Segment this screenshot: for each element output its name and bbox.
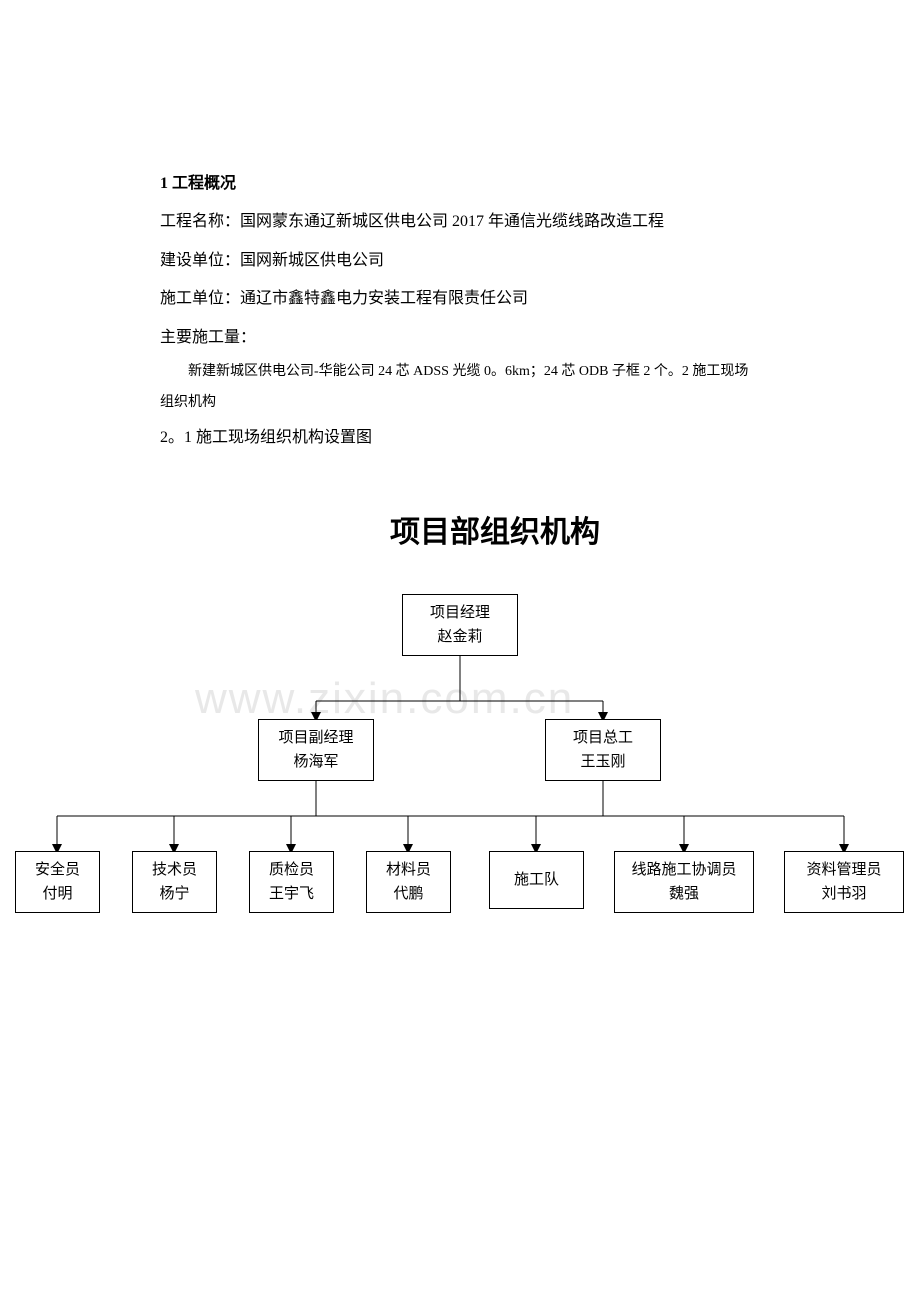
section-2-1-heading: 2。1 施工现场组织机构设置图 xyxy=(160,419,830,457)
quantity-detail-line: 新建新城区供电公司-华能公司 24 芯 ADSS 光缆 0。6km；24 芯 O… xyxy=(160,357,830,388)
node-l2-0: 项目副经理杨海军 xyxy=(258,719,374,781)
project-name-line: 工程名称：国网蒙东通辽新城区供电公司 2017 年通信光缆线路改造工程 xyxy=(160,203,830,241)
quantity-detail-line-2: 组织机构 xyxy=(160,388,830,419)
node-l3-2: 质检员王宇飞 xyxy=(249,851,334,913)
node-l3-5: 线路施工协调员魏强 xyxy=(614,851,754,913)
node-l3-1: 技术员杨宁 xyxy=(132,851,217,913)
section-1-heading: 1 工程概况 xyxy=(160,165,830,203)
org-chart-title: 项目部组织机构 xyxy=(160,507,830,551)
node-l3-0: 安全员付明 xyxy=(15,851,100,913)
node-l3-4: 施工队 xyxy=(489,851,584,909)
node-root: 项目经理赵金莉 xyxy=(402,594,518,656)
node-l3-3: 材料员代鹏 xyxy=(366,851,451,913)
node-l2-1: 项目总工王玉刚 xyxy=(545,719,661,781)
contractor-line: 施工单位：通辽市鑫特鑫电力安装工程有限责任公司 xyxy=(160,280,830,318)
quantity-label-line: 主要施工量： xyxy=(160,319,830,357)
builder-line: 建设单位：国网新城区供电公司 xyxy=(160,242,830,280)
node-l3-6: 资料管理员刘书羽 xyxy=(784,851,904,913)
org-chart: www.zixin.com.cn 项目经理赵金莉项目副经理杨海军项目总工王玉刚安… xyxy=(0,551,920,971)
